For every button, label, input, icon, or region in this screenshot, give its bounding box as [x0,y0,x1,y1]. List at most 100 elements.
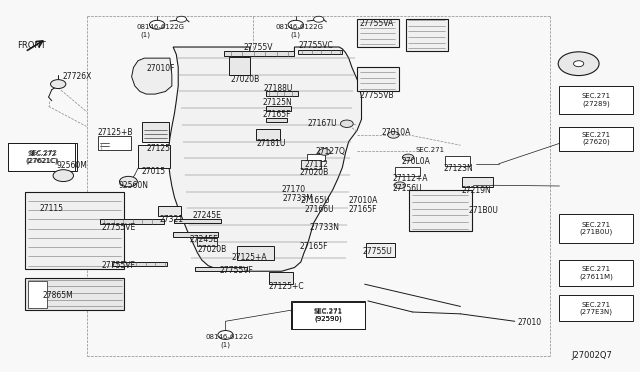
Text: 27115: 27115 [39,204,63,213]
Text: 27125+C: 27125+C [269,282,305,291]
Bar [395,167,420,176]
Bar [196,237,217,246]
Text: 27125N: 27125N [262,99,292,108]
Polygon shape [113,262,167,266]
Bar [8,143,77,171]
Polygon shape [173,232,218,237]
Text: 27123N: 27123N [444,164,473,173]
Text: SEC.271
(92590): SEC.271 (92590) [314,308,342,321]
Text: 27112+A: 27112+A [393,174,428,183]
Bar [357,67,399,92]
Text: (1): (1) [291,32,301,38]
Text: SEC.272
(27621C): SEC.272 (27621C) [26,151,58,164]
Bar [8,143,76,171]
Circle shape [288,20,303,29]
Text: 270L0A: 270L0A [402,157,431,166]
Polygon shape [169,47,362,271]
Bar [237,246,274,260]
Bar [559,214,633,243]
Text: 27733N: 27733N [309,223,339,232]
Text: 27020B: 27020B [197,245,227,254]
Text: 27125+A: 27125+A [232,253,268,262]
Text: 27170: 27170 [282,185,306,194]
Text: 92560M: 92560M [56,161,87,170]
Bar [28,280,47,308]
Text: 27165F: 27165F [349,205,377,214]
Bar [463,177,493,187]
Polygon shape [132,58,172,94]
Bar [357,19,399,47]
Bar [143,122,170,142]
Bar [98,136,131,150]
Text: 27755VE: 27755VE [102,223,136,232]
Bar [406,19,448,51]
Text: 27321: 27321 [159,215,183,224]
Text: SEC.271
(271B0U): SEC.271 (271B0U) [580,222,613,235]
Text: 27245E: 27245E [189,235,218,244]
Bar [138,145,170,168]
Text: SEC.271
(27620): SEC.271 (27620) [582,132,611,145]
Text: J27002Q7: J27002Q7 [572,351,612,360]
Circle shape [218,331,233,339]
Text: 92560N: 92560N [119,181,149,190]
Text: SEC.271: SEC.271 [416,147,445,153]
Bar [256,129,280,140]
Circle shape [340,120,353,128]
Polygon shape [195,267,246,271]
Polygon shape [174,219,221,223]
Polygon shape [266,106,291,111]
Circle shape [150,20,165,29]
Text: 27188U: 27188U [264,84,293,93]
Bar [559,86,633,114]
Text: 27755U: 27755U [363,247,392,256]
Text: 27755VF: 27755VF [102,261,136,270]
Text: 27010A: 27010A [382,128,412,137]
Text: 27010F: 27010F [147,64,175,73]
Bar [559,295,633,321]
Text: 27219N: 27219N [462,186,492,195]
Circle shape [388,132,399,138]
Circle shape [558,52,599,76]
Text: 27181U: 27181U [256,139,285,148]
Bar [25,192,124,269]
Text: 27127Q: 27127Q [316,147,346,156]
Circle shape [314,16,324,22]
Text: 27125: 27125 [147,144,170,153]
Text: 27010A: 27010A [349,196,378,205]
Text: 271B0U: 271B0U [468,206,499,215]
Circle shape [51,80,66,89]
Text: (1): (1) [140,32,150,38]
Bar [292,302,365,330]
Text: 27755V: 27755V [243,42,273,51]
Text: 27010: 27010 [518,318,542,327]
Polygon shape [100,219,164,224]
Bar [366,243,395,257]
Polygon shape [266,118,287,122]
Text: FRONT: FRONT [17,41,45,50]
Text: SEC.271
(277E3N): SEC.271 (277E3N) [580,302,612,315]
Text: SEC.271
(27289): SEC.271 (27289) [582,93,611,107]
Text: 27726X: 27726X [63,72,92,81]
Text: 27865M: 27865M [42,291,73,300]
Text: 27755VB: 27755VB [360,91,394,100]
Text: SEC.272
(27621C): SEC.272 (27621C) [27,150,59,164]
Text: (1): (1) [221,341,230,348]
Bar [229,57,250,75]
Text: 27165F: 27165F [262,110,291,119]
Text: 27245E: 27245E [192,211,221,220]
Circle shape [394,182,406,189]
Polygon shape [298,49,342,54]
Bar [559,260,633,286]
Circle shape [53,170,74,182]
Text: 27166U: 27166U [305,205,334,214]
Bar [445,156,470,166]
Text: 27015: 27015 [141,167,165,176]
Bar [269,272,293,284]
Circle shape [573,61,584,67]
Text: 27020B: 27020B [230,75,260,84]
Bar [159,206,180,217]
Bar [559,127,633,151]
Text: 27020B: 27020B [300,168,329,177]
Circle shape [319,148,330,155]
Circle shape [120,176,138,187]
